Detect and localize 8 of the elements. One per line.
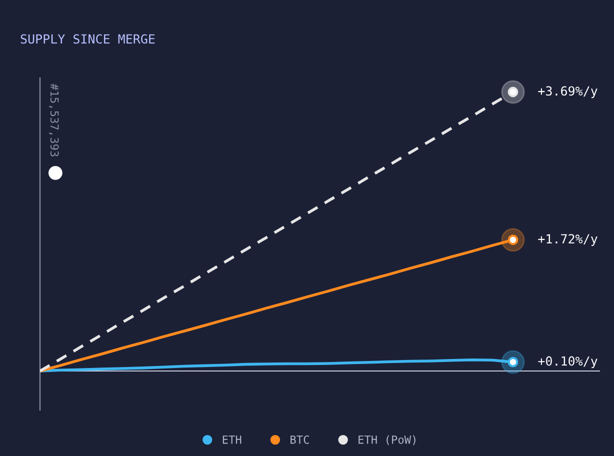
legend-label: BTC xyxy=(290,435,309,444)
chart-title: SUPPLY SINCE MERGE xyxy=(20,34,155,44)
annotation: #15,537,393 xyxy=(48,84,59,156)
legend-label: ETH (PoW) xyxy=(358,435,416,446)
legend-label: ETH xyxy=(222,436,242,444)
text: +0.10%/y xyxy=(538,356,598,368)
text: +3.69%/y xyxy=(538,86,598,98)
text: +1.72%/y xyxy=(538,234,598,246)
